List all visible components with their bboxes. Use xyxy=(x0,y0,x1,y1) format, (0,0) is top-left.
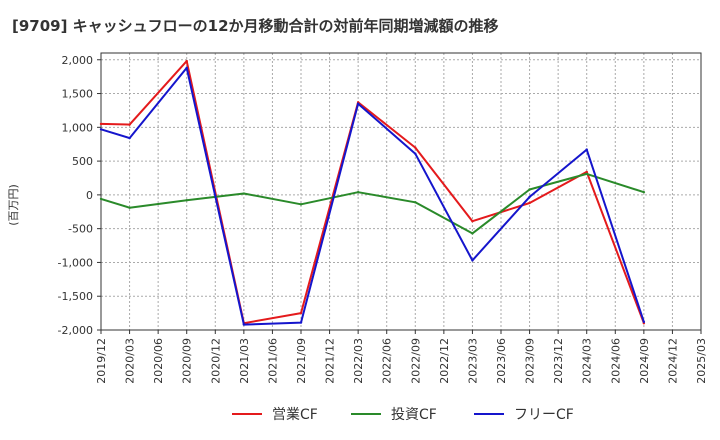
y-tick-label: -1,000 xyxy=(58,256,93,269)
y-tick-label: 1,000 xyxy=(62,121,94,134)
grid-lines xyxy=(101,53,701,331)
data-point xyxy=(185,199,188,202)
data-point xyxy=(242,323,246,326)
x-tick-label: 2020/12 xyxy=(209,338,222,384)
data-point xyxy=(471,220,474,223)
x-tick-label: 2023/06 xyxy=(495,338,508,384)
y-tick-label: -1,500 xyxy=(58,290,93,303)
x-tick-label: 2021/03 xyxy=(238,338,251,384)
data-point xyxy=(185,66,188,70)
data-point xyxy=(414,146,417,149)
x-tick-label: 2023/09 xyxy=(524,338,537,384)
series-lines xyxy=(99,59,646,326)
x-tick-label: 2024/03 xyxy=(581,338,594,384)
data-point xyxy=(471,259,474,262)
data-point xyxy=(642,190,646,194)
x-axis-ticks: 2019/12 2020/03 2020/06 2020/09 2020/12 2021/… xyxy=(95,330,708,384)
x-tick-label: 2024/12 xyxy=(666,338,679,384)
legend: 営業CF 投資CF フリーCF xyxy=(232,407,574,423)
legend-label: フリーCF xyxy=(514,407,574,423)
data-point xyxy=(299,311,303,315)
x-tick-label: 2024/09 xyxy=(638,338,651,384)
data-point xyxy=(128,123,131,126)
legend-label: 営業CF xyxy=(272,407,318,423)
x-tick-label: 2022/03 xyxy=(352,338,365,384)
x-tick-label: 2022/12 xyxy=(438,338,451,384)
x-tick-label: 2023/12 xyxy=(552,338,565,384)
data-point xyxy=(414,152,417,155)
x-tick-label: 2020/06 xyxy=(152,338,165,384)
series-line xyxy=(100,66,645,326)
data-point xyxy=(356,190,360,194)
data-point xyxy=(299,321,303,324)
data-point xyxy=(528,188,531,191)
y-tick-label: 1,500 xyxy=(62,88,94,101)
chart-title: [9709] キャッシュフローの12か月移動合計の対前年同期増減額の推移 xyxy=(12,17,499,35)
series-line xyxy=(100,172,645,235)
y-tick-label: 2,000 xyxy=(62,54,94,67)
data-point xyxy=(585,172,588,176)
x-tick-label: 2021/09 xyxy=(295,338,308,384)
data-point xyxy=(528,195,531,199)
x-tick-label: 2021/06 xyxy=(266,338,279,384)
x-tick-label: 2020/03 xyxy=(124,338,137,384)
data-point xyxy=(585,148,588,151)
data-point xyxy=(471,232,474,235)
data-point xyxy=(356,102,360,105)
x-tick-label: 2025/03 xyxy=(695,338,708,384)
data-point xyxy=(99,197,103,201)
x-tick-label: 2023/03 xyxy=(466,338,479,384)
data-point xyxy=(585,170,588,174)
data-point xyxy=(642,320,646,324)
y-tick-label: -2,000 xyxy=(58,324,93,337)
x-tick-label: 2019/12 xyxy=(95,338,108,384)
x-tick-label: 2020/09 xyxy=(181,338,194,384)
data-point xyxy=(99,128,103,131)
plot-area xyxy=(100,52,702,331)
x-tick-label: 2022/09 xyxy=(409,338,422,384)
y-tick-label: 0 xyxy=(86,189,93,202)
data-point xyxy=(528,201,531,205)
y-axis-ticks: 2,000 1,500 1,000 500 0 -500 -1,000 -1,500 -2,00… xyxy=(58,54,101,337)
data-point xyxy=(128,136,131,140)
x-tick-label: 2024/06 xyxy=(609,338,622,384)
y-tick-label: 500 xyxy=(72,155,93,168)
data-point xyxy=(414,201,417,204)
x-tick-label: 2022/06 xyxy=(381,338,394,384)
legend-label: 投資CF xyxy=(391,407,437,423)
data-point xyxy=(299,203,303,206)
data-point xyxy=(242,192,246,195)
y-tick-label: -500 xyxy=(68,223,93,236)
data-point xyxy=(185,59,188,63)
series-line xyxy=(100,60,645,325)
data-point xyxy=(99,122,103,126)
data-point xyxy=(128,206,131,209)
y-axis-label: (百万円) xyxy=(7,184,20,226)
x-tick-label: 2021/12 xyxy=(324,338,337,384)
